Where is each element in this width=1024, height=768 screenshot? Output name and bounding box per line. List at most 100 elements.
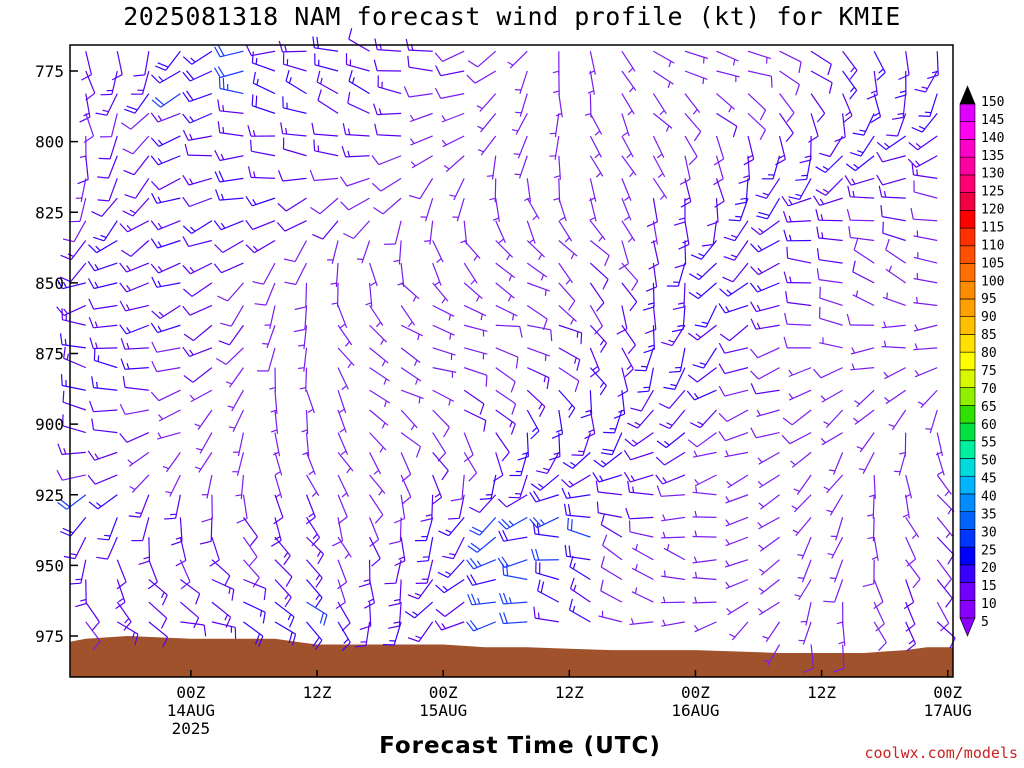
wind-barb xyxy=(917,389,938,409)
wind-barb xyxy=(927,51,939,80)
wind-barb xyxy=(400,282,420,302)
wind-barb xyxy=(549,135,560,160)
wind-barb xyxy=(907,155,938,168)
wind-barb xyxy=(719,324,749,342)
wind-barb xyxy=(726,474,749,489)
wind-barb xyxy=(477,112,497,133)
wind-barb xyxy=(93,220,118,242)
wind-barb xyxy=(243,601,266,624)
y-tick-label: 925 xyxy=(35,486,64,505)
colorbar-label: 105 xyxy=(981,256,1004,271)
wind-barb xyxy=(758,559,780,576)
wind-barb xyxy=(529,490,559,503)
wind-barb xyxy=(558,347,581,371)
wind-barb xyxy=(407,621,434,643)
wind-barb xyxy=(124,178,150,199)
wind-barb xyxy=(797,536,812,560)
wind-barb xyxy=(183,324,213,342)
wind-barb xyxy=(563,503,591,518)
wind-barb xyxy=(913,272,938,284)
wind-barb xyxy=(420,494,434,522)
wind-barb xyxy=(463,262,478,285)
wind-barb xyxy=(414,517,434,542)
colorbar-arrow-low xyxy=(959,617,976,637)
wind-barb xyxy=(340,176,370,187)
wind-barb xyxy=(911,163,938,179)
wind-barb xyxy=(119,300,149,312)
wind-barb xyxy=(589,347,600,378)
wind-barb xyxy=(388,579,402,607)
wind-barb xyxy=(182,304,213,316)
wind-barb xyxy=(750,301,780,313)
wind-barb xyxy=(337,432,349,456)
wind-barb xyxy=(432,451,449,481)
wind-barb xyxy=(119,324,150,335)
wind-barb xyxy=(100,70,118,96)
wind-barb xyxy=(432,474,443,505)
wind-barb xyxy=(589,282,605,312)
wind-barb xyxy=(60,374,86,391)
wind-barb xyxy=(218,324,244,346)
wind-barb xyxy=(788,178,812,200)
wind-barb xyxy=(182,262,213,275)
wind-barb xyxy=(688,262,717,281)
wind-barb xyxy=(881,321,906,329)
wind-barb xyxy=(592,472,623,483)
wind-barb xyxy=(816,248,843,264)
wind-barb xyxy=(434,620,465,631)
wind-barb xyxy=(337,494,348,525)
wind-barb xyxy=(783,271,812,284)
wind-barb xyxy=(232,432,245,457)
wind-barb xyxy=(526,389,546,417)
wind-barb xyxy=(847,185,875,199)
wind-barb xyxy=(180,621,207,637)
wind-barb xyxy=(88,298,118,310)
wind-barb xyxy=(561,487,591,499)
wind-barb xyxy=(497,556,528,569)
wind-barb xyxy=(724,450,749,458)
wind-barb xyxy=(59,333,86,349)
wind-barb xyxy=(400,324,423,341)
wind-barb xyxy=(100,113,118,138)
wind-barb xyxy=(220,305,244,327)
wind-barb xyxy=(211,559,231,587)
wind-barb xyxy=(182,50,213,65)
wind-barb xyxy=(781,432,812,445)
wind-barb xyxy=(274,559,293,587)
wind-barb xyxy=(373,103,402,116)
wind-barb xyxy=(631,587,654,603)
wind-barb xyxy=(810,93,826,123)
wind-barb xyxy=(629,618,654,626)
wind-barb xyxy=(718,385,749,397)
wind-barb xyxy=(844,175,875,186)
wind-barb xyxy=(150,177,181,191)
wind-barb xyxy=(674,240,687,269)
wind-barb xyxy=(645,263,658,292)
wind-barb xyxy=(880,205,906,222)
wind-barb xyxy=(899,432,907,457)
wind-barb xyxy=(627,409,654,429)
wind-barb xyxy=(757,451,780,465)
wind-barb xyxy=(726,601,749,616)
colorbar-label: 145 xyxy=(981,113,1004,128)
wind-barb xyxy=(62,414,86,434)
wind-barb xyxy=(397,263,405,287)
wind-barb xyxy=(713,135,725,166)
wind-barb xyxy=(119,282,150,293)
wind-barb xyxy=(410,155,433,169)
y-tick-label: 775 xyxy=(35,62,64,81)
wind-barb xyxy=(723,240,749,261)
wind-barb xyxy=(850,347,875,355)
wind-barb xyxy=(294,282,308,311)
wind-barb xyxy=(564,544,591,561)
wind-barb xyxy=(775,135,786,166)
wind-barb xyxy=(62,220,87,243)
wind-barb xyxy=(652,155,666,179)
y-tick-label: 900 xyxy=(35,415,64,434)
wind-barb xyxy=(621,50,636,73)
wind-barb xyxy=(687,367,717,383)
wind-barb xyxy=(673,198,686,226)
wind-barb xyxy=(469,516,497,536)
credit-link[interactable]: coolwx.com/models xyxy=(864,744,1018,762)
wind-barb xyxy=(867,517,875,542)
